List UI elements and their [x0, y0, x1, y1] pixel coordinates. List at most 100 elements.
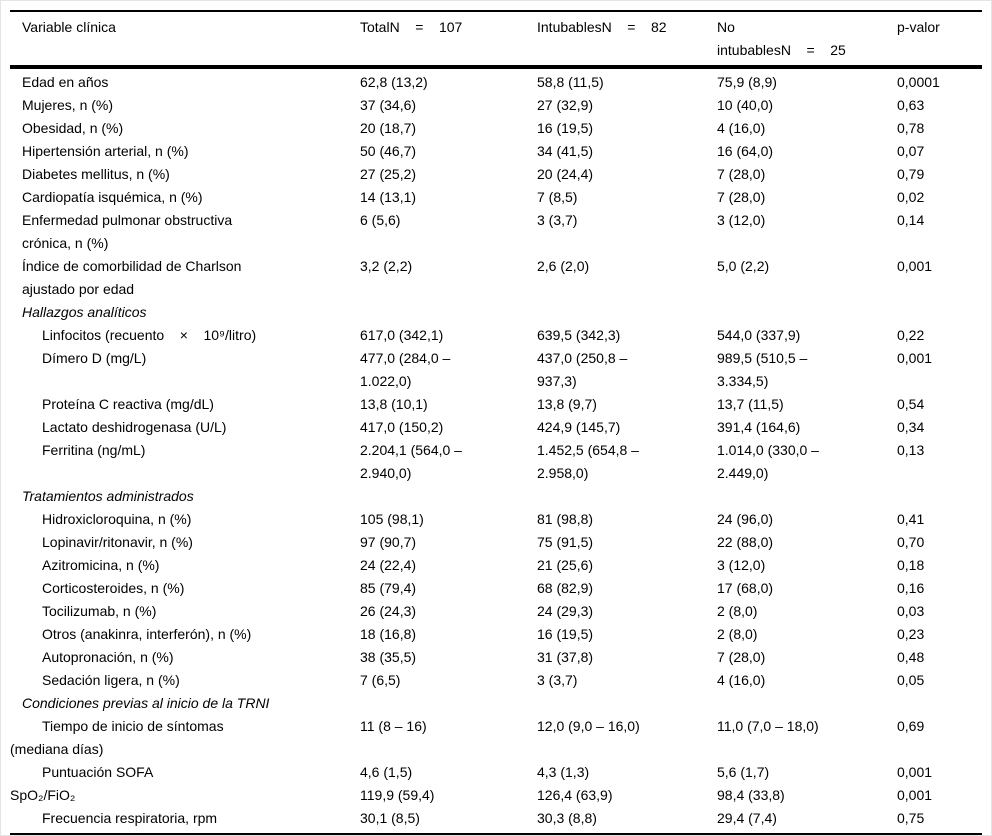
header-p-valor: p-valor — [897, 19, 940, 35]
value-line: 31 (37,8) — [537, 649, 594, 665]
value-line: 20 (18,7) — [360, 120, 417, 136]
cell-p-valor: 0,001 — [897, 255, 982, 278]
cell-p-valor: 0,63 — [897, 94, 982, 117]
cell-variable: Proteína C reactiva (mg/dL) — [10, 393, 360, 416]
cell-variable: Tocilizumab, n (%) — [10, 600, 360, 623]
cell-no-intubables: 3 (12,0) — [717, 209, 897, 232]
cell-variable: Linfocitos (recuento × 10⁹/litro) — [10, 324, 360, 347]
value-line: 0,13 — [897, 442, 925, 458]
label-line: Obesidad, n (%) — [22, 120, 124, 136]
cell-variable: Otros (anakinra, interferón), n (%) — [10, 623, 360, 646]
value-line: 2.204,1 (564,0 – — [360, 442, 462, 458]
value-line: 16 (19,5) — [537, 626, 594, 642]
value-line: 16 (19,5) — [537, 120, 594, 136]
cell-p-valor: 0,23 — [897, 623, 982, 646]
cell-variable: Diabetes mellitus, n (%) — [10, 163, 360, 186]
label-line: ajustado por edad — [22, 281, 135, 297]
cell-no-intubables: 2 (8,0) — [717, 600, 897, 623]
table-row: Sedación ligera, n (%) 7 (6,5) 3 (3,7) 4 (1… — [10, 669, 982, 692]
cell-total: 105 (98,1) — [360, 508, 537, 531]
cell-intubables: 2,6 (2,0) — [537, 255, 717, 278]
value-line: 2 (8,0) — [717, 626, 758, 642]
value-line: 2,6 (2,0) — [537, 258, 590, 274]
value-line: 0,54 — [897, 396, 925, 412]
label-line: Otros (anakinra, interferón), n (%) — [42, 626, 252, 642]
value-line: 81 (98,8) — [537, 511, 594, 527]
value-line: 18 (16,8) — [360, 626, 417, 642]
cell-no-intubables: 7 (28,0) — [717, 186, 897, 209]
value-line: 2.449,0) — [717, 465, 769, 481]
cell-variable: Dímero D (mg/L) — [10, 347, 360, 370]
cell-intubables: 21 (25,6) — [537, 554, 717, 577]
cell-intubables: 16 (19,5) — [537, 623, 717, 646]
cell-p-valor: 0,001 — [897, 761, 982, 784]
value-line: 4 (16,0) — [717, 672, 766, 688]
value-line: 3 (3,7) — [537, 672, 578, 688]
cell-variable: Azitromicina, n (%) — [10, 554, 360, 577]
cell-total: 417,0 (150,2) — [360, 416, 537, 439]
cell-p-valor: 0,05 — [897, 669, 982, 692]
header-no-intubables-text: No intubablesN = 25 — [717, 19, 846, 58]
cell-total: 477,0 (284,0 – 1.022,0) — [360, 347, 537, 393]
value-line: 13,8 (9,7) — [537, 396, 597, 412]
cell-intubables: 424,9 (145,7) — [537, 416, 717, 439]
table-header-rule — [10, 65, 982, 69]
cell-variable: Frecuencia respiratoria, rpm — [10, 807, 360, 830]
value-line: 119,9 (59,4) — [360, 787, 435, 803]
table-row: Autopronación, n (%) 38 (35,5) 31 (37,8) 7 … — [10, 646, 982, 669]
cell-variable: SpO₂/FiO₂ — [10, 784, 360, 807]
value-line: 38 (35,5) — [360, 649, 417, 665]
label-line: Sedación ligera, n (%) — [42, 672, 180, 688]
cell-variable: Enfermedad pulmonar obstructiva crónica, … — [10, 209, 360, 255]
label-line: Edad en años — [22, 74, 109, 90]
value-line: 14 (13,1) — [360, 189, 417, 205]
cell-variable: Corticosteroides, n (%) — [10, 577, 360, 600]
table-body: Edad en años 62,8 (13,2) 58,8 (11,5) 75,9 (… — [10, 69, 982, 833]
cell-p-valor: 0,02 — [897, 186, 982, 209]
table-row: Cardiopatía isquémica, n (%) 14 (13,1) 7 (… — [10, 186, 982, 209]
header-total-n: TotalN = 107 — [360, 19, 463, 35]
label-line: (mediana días) — [10, 741, 104, 757]
value-line: 30,1 (8,5) — [360, 810, 420, 826]
label-line: Lactato deshidrogenasa (U/L) — [42, 419, 227, 435]
value-line: 58,8 (11,5) — [537, 74, 604, 90]
cell-total: 617,0 (342,1) — [360, 324, 537, 347]
cell-p-valor: 0,69 — [897, 715, 982, 738]
cell-intubables: 24 (29,3) — [537, 600, 717, 623]
value-line: 0,41 — [897, 511, 925, 527]
cell-total: 24 (22,4) — [360, 554, 537, 577]
cell-p-valor: 0,48 — [897, 646, 982, 669]
cell-intubables: 13,8 (9,7) — [537, 393, 717, 416]
table-row: Lopinavir/ritonavir, n (%) 97 (90,7) 75 (9… — [10, 531, 982, 554]
label-line: Cardiopatía isquémica, n (%) — [22, 189, 203, 205]
cell-variable: Condiciones previas al inicio de la TRNI — [10, 692, 360, 715]
value-line: 477,0 (284,0 – — [360, 350, 451, 366]
value-line: 24 (29,3) — [537, 603, 594, 619]
value-line: 1.014,0 (330,0 – — [717, 442, 819, 458]
cell-variable: Puntuación SOFA — [10, 761, 360, 784]
cell-total: 11 (8 – 16) — [360, 715, 537, 738]
value-line: 0,001 — [897, 764, 933, 780]
cell-no-intubables: 989,5 (510,5 – 3.334,5) — [717, 347, 897, 393]
table-row: Lactato deshidrogenasa (U/L) 417,0 (150,2… — [10, 416, 982, 439]
value-line: 391,4 (164,6) — [717, 419, 801, 435]
cell-no-intubables: 98,4 (33,8) — [717, 784, 897, 807]
value-line: 0,78 — [897, 120, 925, 136]
table-top-rule — [10, 10, 982, 12]
value-line: 26 (24,3) — [360, 603, 417, 619]
value-line: 21 (25,6) — [537, 557, 594, 573]
cell-p-valor: 0,13 — [897, 439, 982, 462]
value-line: 12,0 (9,0 – 16,0) — [537, 718, 640, 734]
value-line: 0,48 — [897, 649, 925, 665]
section-row: Tratamientos administrados — [10, 485, 982, 508]
value-line: 5,6 (1,7) — [717, 764, 770, 780]
cell-p-valor: 0,41 — [897, 508, 982, 531]
value-line: 0,001 — [897, 350, 933, 366]
clinical-table: Variable clínica TotalN = 107 Intubables… — [10, 10, 982, 835]
cell-total: 62,8 (13,2) — [360, 71, 537, 94]
value-line: 97 (90,7) — [360, 534, 417, 550]
value-line: 68 (82,9) — [537, 580, 594, 596]
value-line: 37 (34,6) — [360, 97, 417, 113]
value-line: 0,75 — [897, 810, 925, 826]
table-row: Frecuencia respiratoria, rpm 30,1 (8,5) 30… — [10, 807, 982, 830]
